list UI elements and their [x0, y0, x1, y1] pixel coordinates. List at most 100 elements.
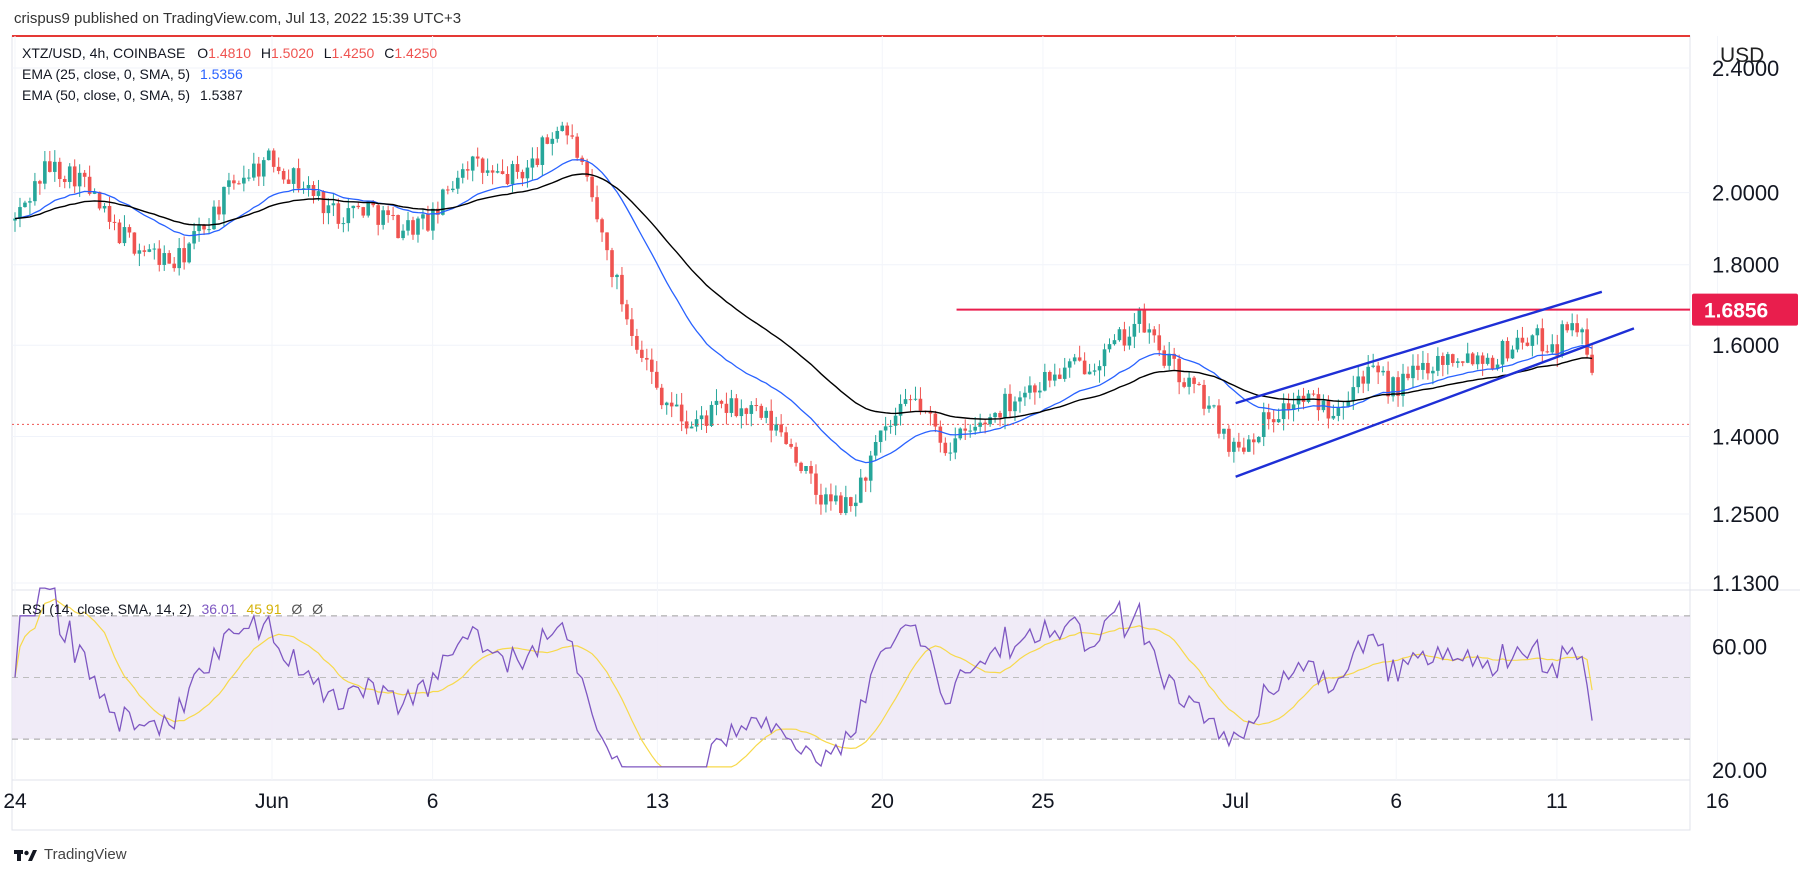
candle	[1391, 376, 1395, 402]
candle	[1460, 361, 1465, 367]
candle	[1162, 345, 1167, 369]
candle	[1112, 334, 1117, 346]
candle	[416, 216, 420, 243]
candle	[1137, 307, 1142, 333]
candle	[356, 202, 361, 210]
candle	[1321, 394, 1326, 413]
candle	[645, 348, 649, 371]
legend-high-label: H	[261, 45, 271, 61]
candle	[1251, 433, 1256, 455]
candle	[839, 492, 843, 516]
candle	[366, 200, 371, 218]
candle	[127, 224, 132, 238]
candle	[1097, 360, 1102, 383]
candle	[560, 121, 565, 132]
candle	[933, 410, 938, 433]
candle	[650, 348, 654, 384]
candle	[928, 406, 933, 426]
candle	[321, 190, 326, 225]
candle	[1381, 366, 1385, 376]
candle	[515, 155, 520, 179]
publisher-bar: crispus9 published on TradingView.com, J…	[0, 0, 1814, 36]
candle	[888, 419, 893, 434]
candle	[913, 386, 918, 401]
candle	[72, 159, 77, 194]
candle	[1018, 391, 1022, 413]
candle	[759, 403, 764, 420]
candle	[132, 232, 137, 256]
rsi-tick-label: 60.00	[1712, 635, 1767, 660]
candle	[1291, 392, 1296, 422]
candle	[331, 193, 336, 217]
candle	[23, 200, 27, 208]
candle	[1455, 358, 1460, 368]
candle	[18, 197, 22, 228]
candlestick-series[interactable]	[13, 121, 1594, 517]
candle	[261, 157, 266, 186]
candle	[590, 168, 594, 202]
candle	[1535, 324, 1540, 345]
candle	[1431, 366, 1435, 385]
candle	[1122, 321, 1127, 352]
footer-brand[interactable]: TradingView	[14, 846, 127, 863]
rsi-axis-ticks: 60.00 20.00	[1712, 635, 1767, 783]
candle	[774, 416, 778, 436]
time-axis-ticks: 24 Jun 6 13 20 25 Jul 6 11 16	[3, 790, 1729, 813]
candle	[1421, 350, 1425, 380]
candle	[48, 150, 52, 173]
candle	[1436, 347, 1440, 377]
candle	[883, 416, 888, 441]
candle	[714, 389, 719, 416]
candle	[829, 483, 833, 511]
candle	[237, 180, 241, 185]
candle	[1038, 382, 1042, 399]
candle	[545, 134, 550, 145]
channel-upper-line[interactable]	[1235, 290, 1603, 405]
candle	[87, 165, 92, 196]
ema50-line	[14, 173, 1593, 420]
footer-brand-text: TradingView	[44, 846, 127, 863]
candle	[1033, 383, 1037, 405]
candle	[207, 218, 211, 234]
candle	[1192, 375, 1196, 394]
candle	[1346, 391, 1351, 408]
candle	[739, 399, 744, 429]
candle	[674, 393, 679, 407]
candle	[1386, 361, 1390, 404]
candle	[908, 394, 913, 412]
candle	[789, 438, 793, 449]
candle	[217, 200, 221, 220]
candle	[62, 175, 67, 189]
candle	[799, 461, 803, 474]
candle	[386, 205, 390, 223]
time-tick-label: 11	[1546, 790, 1568, 813]
candle	[734, 394, 739, 418]
candle	[1286, 393, 1291, 420]
price-tick-label: 1.2500	[1712, 502, 1779, 527]
candle	[336, 198, 341, 229]
channel-lower-line[interactable]	[1235, 327, 1635, 478]
chart-legend: XTZ/USD, 4h, COINBASE O1.4810 H1.5020 L1…	[22, 45, 437, 617]
time-tick-label: 20	[871, 790, 894, 813]
candle	[1152, 326, 1157, 343]
time-tick-label: 13	[646, 790, 669, 813]
candle	[610, 247, 614, 288]
candle	[953, 427, 958, 460]
candle	[1441, 352, 1445, 377]
svg-text:EMA (25, close, 0, SMA, 5): EMA (25, close, 0, SMA, 5) 1.5356	[22, 66, 243, 82]
candle	[67, 163, 72, 189]
candle	[500, 159, 505, 175]
candle	[794, 442, 798, 467]
candle	[565, 122, 570, 145]
candle	[38, 179, 42, 195]
candle	[1530, 334, 1535, 357]
candle	[1406, 366, 1410, 381]
candle	[1510, 345, 1515, 360]
svg-text:RSI (14, close, SMA, 14, 2): RSI (14, close, SMA, 14, 2) 36.01 45.91 …	[22, 601, 323, 617]
candle	[555, 126, 560, 143]
candle	[1545, 344, 1550, 354]
candle	[1232, 437, 1236, 463]
candle	[187, 241, 191, 264]
candle	[43, 150, 47, 190]
